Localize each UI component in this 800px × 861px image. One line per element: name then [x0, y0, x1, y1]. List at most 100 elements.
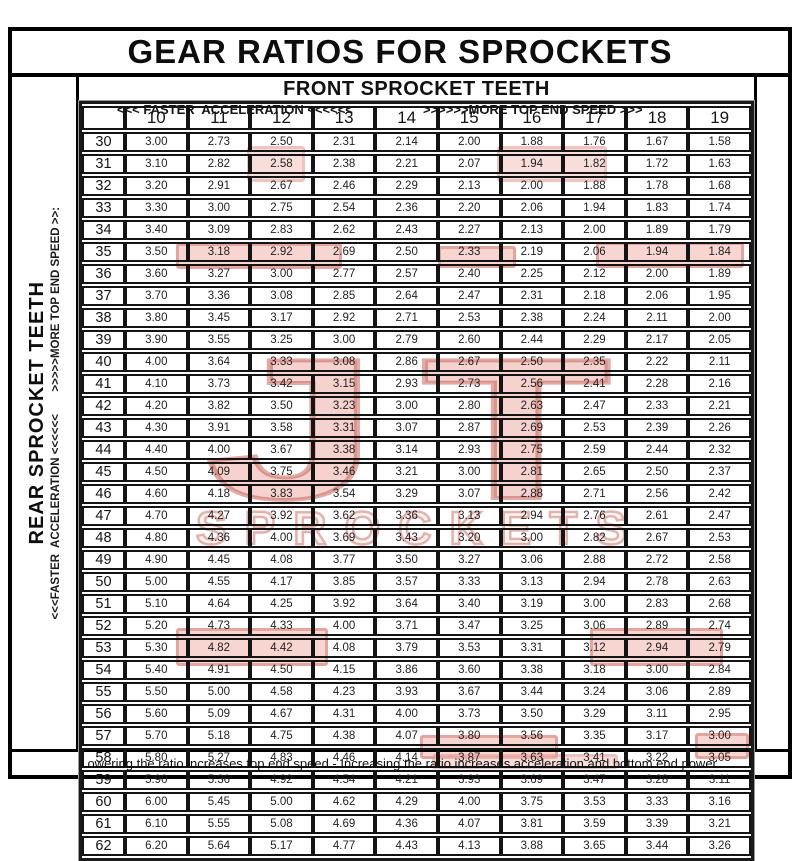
ratio-row: 44 4.40 4.00 3.67 3.38 3.14 2.93 2.75 2.59 2.44 2.… — [82, 440, 751, 460]
ratio-cell: 2.95 — [688, 704, 751, 724]
ratio-cell: 4.90 — [125, 550, 188, 570]
rear-teeth-label: 57 — [82, 726, 125, 746]
ratio-cell: 5.30 — [125, 638, 188, 658]
ratio-cell: 2.69 — [500, 418, 564, 438]
ratio-cell: 2.29 — [375, 176, 438, 196]
ratio-cell: 3.27 — [437, 550, 501, 570]
ratio-cell: 1.88 — [563, 176, 626, 196]
ratio-cell: 3.71 — [375, 616, 438, 636]
rear-teeth-label: 52 — [82, 616, 125, 636]
ratio-cell: 2.26 — [688, 418, 751, 438]
ratio-cell: 3.00 — [625, 660, 689, 680]
ratio-cell: 2.38 — [500, 308, 564, 328]
ratio-cell: 3.77 — [312, 550, 376, 570]
front-teeth-label: 18 — [625, 106, 689, 130]
ratio-cell: 1.74 — [688, 198, 751, 218]
ratio-row: 42 4.20 3.82 3.50 3.23 3.00 2.80 2.63 2.47 2.33 2.… — [82, 396, 751, 416]
document-frame: GEAR RATIOS FOR SPROCKETS REAR SPROCKET … — [8, 27, 792, 861]
rear-teeth-label: 41 — [82, 374, 125, 394]
ratio-cell: 2.32 — [688, 440, 751, 460]
ratio-row: 35 3.50 3.18 2.92 2.69 2.50 2.33 2.19 2.06 1.94 1.… — [82, 242, 751, 262]
ratio-cell: 4.50 — [250, 660, 313, 680]
ratio-cell: 4.55 — [187, 572, 251, 592]
ratio-cell: 2.18 — [563, 286, 626, 306]
ratio-cell: 4.91 — [187, 660, 251, 680]
front-teeth-label: 15 — [437, 106, 501, 130]
ratio-cell: 1.95 — [688, 286, 751, 306]
ratio-cell: 2.86 — [375, 352, 438, 372]
ratio-cell: 2.87 — [437, 418, 501, 438]
ratio-cell: 3.25 — [500, 616, 564, 636]
ratio-cell: 3.18 — [187, 242, 251, 262]
rear-teeth-label: 32 — [82, 176, 125, 196]
rear-teeth-label: 49 — [82, 550, 125, 570]
ratio-cell: 5.60 — [125, 704, 188, 724]
ratio-cell: 3.55 — [187, 330, 251, 350]
ratio-cell: 4.23 — [312, 682, 376, 702]
ratio-cell: 2.74 — [688, 616, 751, 636]
ratio-cell: 2.65 — [563, 462, 626, 482]
ratio-cell: 2.53 — [688, 528, 751, 548]
ratio-cell: 2.67 — [625, 528, 689, 548]
ratio-cell: 3.18 — [563, 660, 626, 680]
ratio-cell: 2.75 — [500, 440, 564, 460]
ratio-cell: 3.23 — [312, 396, 376, 416]
rear-teeth-label: 37 — [82, 286, 125, 306]
ratio-cell: 3.00 — [563, 594, 626, 614]
ratio-cell: 4.21 — [375, 770, 438, 790]
ratio-cell: 4.43 — [375, 836, 438, 856]
ratio-cell: 3.88 — [500, 836, 564, 856]
ratio-row: 48 4.80 4.36 4.00 3.69 3.43 3.20 3.00 2.82 2.67 2.… — [82, 528, 751, 548]
ratio-cell: 3.11 — [625, 704, 689, 724]
ratio-cell: 4.10 — [125, 374, 188, 394]
ratio-cell: 3.83 — [250, 484, 313, 504]
front-axis-title: FRONT SPROCKET TEETH — [283, 78, 550, 100]
ratio-cell: 3.58 — [250, 418, 313, 438]
ratio-cell: 1.58 — [688, 132, 751, 152]
ratio-cell: 4.30 — [125, 418, 188, 438]
ratio-cell: 3.53 — [437, 638, 501, 658]
ratio-cell: 2.94 — [500, 506, 564, 526]
ratio-cell: 3.16 — [688, 792, 751, 812]
ratio-cell: 4.00 — [312, 616, 376, 636]
ratio-row: 50 5.00 4.55 4.17 3.85 3.57 3.33 3.13 2.94 2.78 2.… — [82, 572, 751, 592]
ratio-cell: 3.46 — [312, 462, 376, 482]
ratio-cell: 3.10 — [125, 154, 188, 174]
ratio-cell: 3.14 — [375, 440, 438, 460]
ratio-cell: 3.11 — [688, 770, 751, 790]
rear-teeth-label: 30 — [82, 132, 125, 152]
ratio-cell: 2.57 — [375, 264, 438, 284]
ratio-cell: 5.90 — [125, 770, 188, 790]
ratio-cell: 2.31 — [500, 286, 564, 306]
ratio-cell: 4.58 — [250, 682, 313, 702]
ratio-cell: 4.20 — [125, 396, 188, 416]
ratio-cell: 5.18 — [187, 726, 251, 746]
rear-axis-hint: <<<FASTER ACCELERATION <<<<<< >>>>>MORE … — [50, 206, 62, 620]
rear-teeth-label: 40 — [82, 352, 125, 372]
ratio-cell: 3.60 — [125, 264, 188, 284]
ratio-cell: 2.06 — [625, 286, 689, 306]
ratio-cell: 2.50 — [625, 462, 689, 482]
ratio-cell: 4.50 — [125, 462, 188, 482]
ratio-cell: 3.92 — [250, 506, 313, 526]
ratio-cell: 2.82 — [563, 528, 626, 548]
rear-teeth-label: 33 — [82, 198, 125, 218]
ratio-cell: 4.54 — [312, 770, 376, 790]
ratio-cell: 3.13 — [437, 506, 501, 526]
ratio-cell: 3.47 — [437, 616, 501, 636]
ratio-cell: 2.68 — [688, 594, 751, 614]
ratio-cell: 1.68 — [688, 176, 751, 196]
rear-teeth-label: 44 — [82, 440, 125, 460]
rear-teeth-label: 46 — [82, 484, 125, 504]
ratio-cell: 3.08 — [250, 286, 313, 306]
ratio-cell: 4.82 — [187, 638, 251, 658]
ratio-cell: 3.09 — [187, 220, 251, 240]
ratio-cell: 2.14 — [375, 132, 438, 152]
ratio-cell: 3.67 — [437, 682, 501, 702]
ratio-cell: 4.64 — [187, 594, 251, 614]
ratio-cell: 3.39 — [625, 814, 689, 834]
ratio-cell: 3.19 — [500, 594, 564, 614]
gear-ratio-table: 10 11 12 13 14 15 16 17 18 19 30 3.00 2.73 2.50 2.31 2… — [78, 100, 755, 861]
ratio-cell: 4.31 — [312, 704, 376, 724]
rear-axis-strip: REAR SPROCKET TEETH <<<FASTER ACCELERATI… — [12, 77, 79, 749]
